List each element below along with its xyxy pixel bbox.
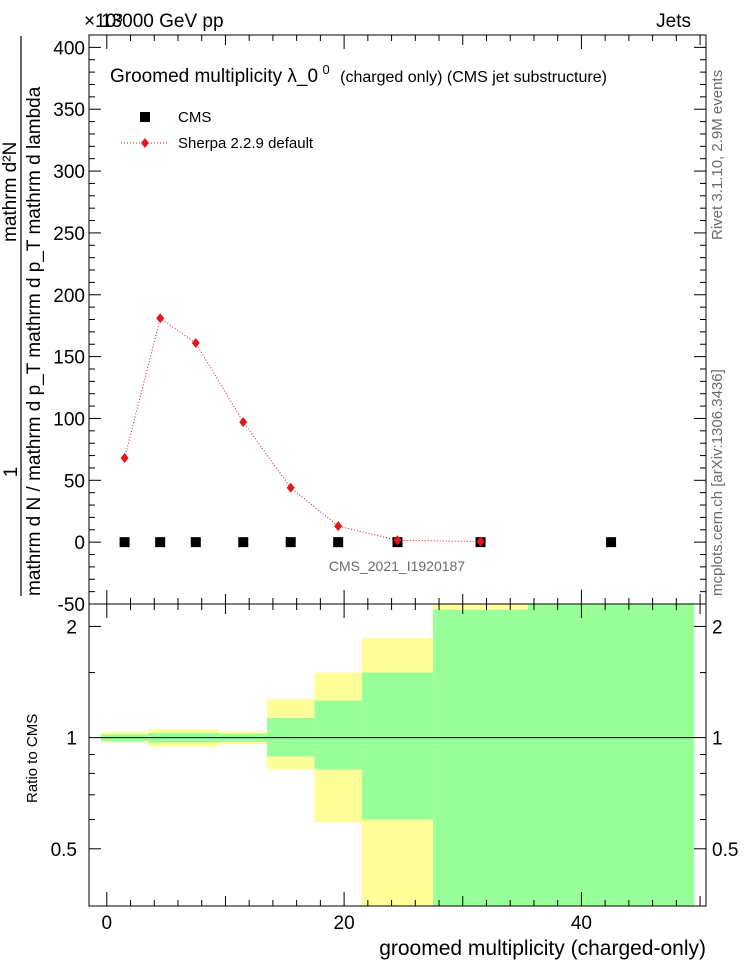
ratio-xtick-label: 20 — [334, 913, 355, 934]
legend-label-mc: Sherpa 2.2.9 default — [178, 135, 314, 152]
ratio-bands — [100, 604, 695, 906]
plot-title-sup: 0 — [322, 62, 329, 77]
mcplots-label: mcplots.cern.ch [arXiv:1306.3436] — [709, 369, 726, 596]
ratio-ytick-label: 2 — [66, 617, 77, 638]
main-ytick-label: 200 — [53, 286, 85, 307]
mc-data-point — [120, 453, 129, 464]
legend-marker-mc — [141, 138, 149, 148]
ratio-x-axis: 0 20 40 — [102, 604, 701, 934]
mc-data-point — [393, 535, 402, 546]
mc-data-point — [476, 536, 485, 547]
cms-data-point — [285, 537, 296, 548]
mc-series-line — [124, 317, 481, 543]
ratio-xtick-label: 40 — [571, 913, 592, 934]
main-series — [119, 313, 617, 548]
analysis-id: CMS_2021_I1920187 — [329, 558, 465, 574]
main-ytick-label: 300 — [53, 162, 85, 183]
energy-label: 13000 GeV pp — [101, 11, 224, 32]
main-ytick-label: 400 — [53, 38, 85, 59]
ylabel-numerator-1: 1 — [1, 467, 22, 478]
cms-data-point — [155, 537, 166, 548]
main-ytick-label: 50 — [64, 471, 85, 492]
exponent-label: ×10³ — [84, 11, 123, 32]
main-ytick-label: 0 — [74, 533, 85, 554]
main-ytick-label: 150 — [53, 348, 85, 369]
mc-data-point — [191, 338, 200, 349]
cms-data-point — [606, 537, 617, 548]
main-y-label: 1 mathrm d N / mathrm d p_T mathrm d p_T… — [0, 36, 45, 596]
mc-data-point — [239, 417, 248, 428]
legend-label-cms: CMS — [178, 109, 211, 126]
plot-title: Groomed multiplicity λ_0 0 (charged only… — [110, 61, 607, 87]
main-ytick-label: 350 — [53, 100, 85, 121]
ratio-x-label: groomed multiplicity (charged-only) — [379, 937, 706, 960]
ratio-xtick-label: 0 — [102, 913, 113, 934]
mc-data-point — [156, 313, 165, 324]
main-ytick-label: 250 — [53, 224, 85, 245]
plot-title-main: Groomed multiplicity λ_0 — [110, 66, 318, 87]
rivet-label: Rivet 3.1.10, 2.9M events — [709, 70, 726, 240]
ratio-ytick-label: 1 — [66, 729, 77, 750]
ratio-stat-band — [528, 604, 695, 906]
main-ytick-label: -50 — [58, 595, 85, 616]
ratio-plot: 0.5 0.5 1 1 2 2 0 20 40 Ratio to CMS groomed mu… — [24, 603, 739, 960]
process-label: Jets — [656, 11, 691, 32]
ratio-ytick-label: 0.5 — [51, 840, 77, 861]
cms-data-point — [333, 537, 344, 548]
legend-marker-cms — [140, 112, 150, 122]
ratio-ytick-label-right: 2 — [712, 617, 723, 638]
ylabel-numerator-2: mathrm d²N — [0, 142, 21, 242]
cms-data-point — [238, 537, 249, 548]
ratio-y-label: Ratio to CMS — [24, 714, 41, 803]
cms-data-point — [119, 537, 130, 548]
legend: CMS Sherpa 2.2.9 default — [121, 109, 314, 152]
main-x-axis-ticks — [106, 35, 701, 604]
cms-data-point — [190, 537, 201, 548]
ylabel-denominator: mathrm d N / mathrm d p_T mathrm d p_T m… — [24, 86, 45, 596]
main-plot: -50 0 50 100 150 200 250 300 350 400 Groomed mult… — [0, 34, 707, 616]
main-ytick-label: 100 — [53, 409, 85, 430]
mc-data-point — [334, 521, 343, 532]
ratio-stat-band — [433, 609, 529, 906]
ratio-ytick-label-right: 0.5 — [712, 840, 738, 861]
mc-data-point — [286, 482, 295, 493]
main-y-axis: -50 0 50 100 150 200 250 300 350 400 — [53, 34, 706, 616]
ratio-stat-band — [314, 700, 362, 770]
plot-title-tail: (charged only) (CMS jet substructure) — [340, 69, 607, 86]
ratio-y-axis: 0.5 0.5 1 1 2 2 — [51, 617, 739, 860]
ratio-stat-band — [361, 672, 434, 820]
ratio-ytick-label-right: 1 — [712, 729, 723, 750]
